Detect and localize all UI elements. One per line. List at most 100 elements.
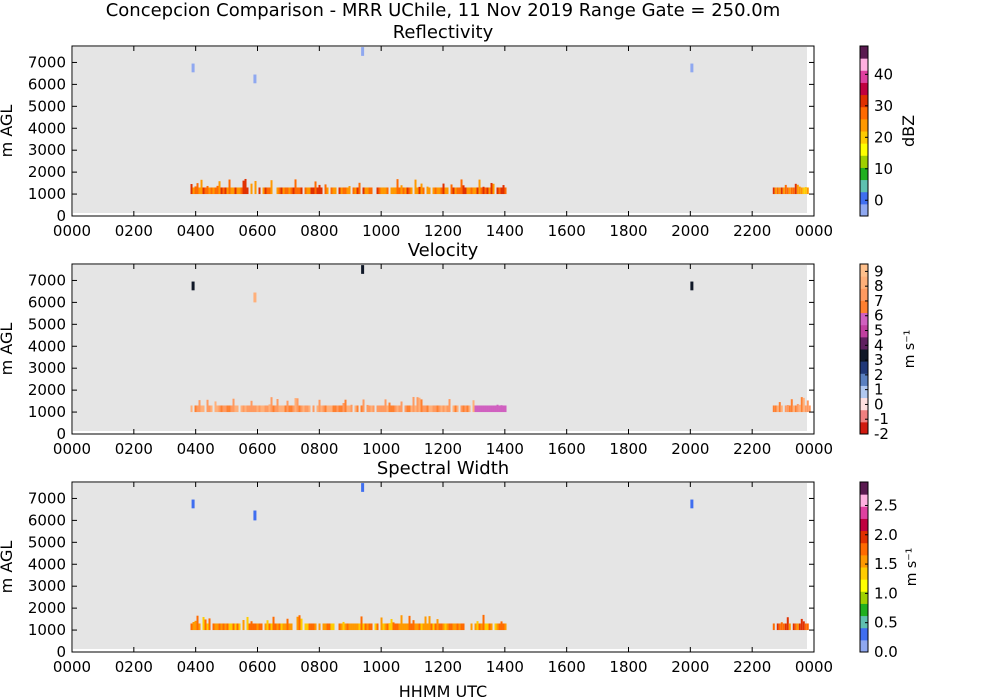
- y-tick-label: 5000: [28, 315, 66, 333]
- data-cell: [340, 623, 343, 631]
- data-cell: [402, 623, 405, 631]
- data-cell: [476, 405, 479, 413]
- data-cell: [232, 398, 235, 413]
- data-cell: [436, 405, 439, 413]
- data-cell: [276, 187, 279, 195]
- data-cell: [240, 187, 243, 195]
- data-cell: [472, 187, 475, 195]
- data-cell: [794, 183, 797, 195]
- y-tick-label: 6000: [28, 511, 66, 529]
- data-cell: [456, 187, 459, 195]
- data-cell: [304, 405, 307, 413]
- data-cell: [218, 181, 221, 195]
- data-cell: [342, 403, 345, 413]
- data-cell: [480, 405, 483, 413]
- data-cell: [296, 398, 299, 413]
- data-cell: [242, 620, 245, 631]
- data-cell: [260, 623, 263, 631]
- colorbar-tick-label: 40: [874, 65, 893, 83]
- data-cell: [462, 623, 465, 631]
- data-cell: [348, 405, 351, 413]
- x-tick-label: 1600: [548, 658, 586, 676]
- x-tick-label: 0400: [177, 658, 215, 676]
- data-cell: [210, 187, 213, 195]
- data-cell: [472, 400, 475, 413]
- data-cell: [253, 510, 257, 521]
- data-cell: [264, 187, 267, 195]
- colorbar-segment: [860, 373, 868, 386]
- data-cell: [426, 623, 429, 631]
- data-cell: [346, 187, 349, 195]
- colorbar-tick-label: -1: [874, 410, 889, 428]
- data-cell: [358, 623, 361, 631]
- data-cell: [222, 187, 225, 195]
- x-tick-label: 0400: [177, 222, 215, 240]
- y-tick-label: 6000: [28, 293, 66, 311]
- data-cell: [248, 623, 251, 631]
- data-cell: [368, 623, 371, 631]
- data-cell: [802, 397, 805, 413]
- data-cell: [450, 184, 453, 195]
- data-cell: [234, 187, 237, 195]
- data-cell: [252, 405, 255, 413]
- data-cell: [270, 180, 273, 195]
- data-cell: [492, 183, 495, 195]
- data-cell: [488, 623, 491, 631]
- data-cell: [198, 623, 201, 631]
- x-axis-label: HHMM UTC: [399, 682, 487, 700]
- data-cell: [190, 623, 193, 631]
- data-cell: [270, 623, 273, 631]
- data-cell: [336, 405, 339, 413]
- data-cell: [496, 623, 499, 631]
- colorbar-segment: [860, 336, 868, 350]
- data-cell: [786, 187, 789, 195]
- data-cell: [400, 185, 403, 195]
- data-cell: [328, 405, 331, 413]
- y-tick-label: 0: [56, 643, 66, 661]
- data-cell: [324, 184, 327, 195]
- colorbar-segment: [860, 300, 868, 314]
- precip-band: [772, 183, 809, 195]
- data-cell: [286, 618, 289, 631]
- colorbar-tick-label: 2.0: [874, 526, 898, 544]
- data-cell: [488, 405, 491, 413]
- x-tick-label: 0200: [115, 440, 153, 458]
- data-cell: [794, 623, 797, 631]
- data-cell: [280, 187, 283, 195]
- data-cell: [344, 399, 347, 413]
- data-cell: [352, 187, 355, 195]
- data-cell: [346, 405, 349, 413]
- data-cell: [776, 623, 779, 631]
- y-tick-label: 1000: [28, 403, 66, 421]
- data-cell: [194, 186, 197, 195]
- colorbar-label: dBZ: [899, 115, 918, 147]
- data-cell: [772, 623, 775, 631]
- x-tick-label: 0200: [115, 658, 153, 676]
- data-cell: [406, 187, 409, 195]
- colorbar-segment: [860, 567, 868, 580]
- data-cell: [806, 187, 809, 195]
- data-cell: [446, 623, 449, 631]
- data-cell: [374, 623, 377, 631]
- data-cell: [434, 405, 437, 413]
- colorbar-segment: [860, 506, 868, 519]
- data-cell: [320, 187, 323, 195]
- data-cell: [278, 405, 281, 413]
- data-cell: [396, 405, 399, 413]
- data-cell: [804, 623, 807, 631]
- x-tick-label: 0000: [53, 658, 91, 676]
- data-cell: [300, 618, 303, 631]
- data-cell: [196, 615, 199, 631]
- data-cell: [284, 187, 287, 195]
- data-cell: [356, 405, 359, 413]
- colorbar-segment: [860, 179, 868, 193]
- data-cell: [298, 615, 301, 631]
- data-cell: [404, 623, 407, 631]
- colorbar-segment: [860, 385, 868, 399]
- data-cell: [800, 187, 803, 195]
- data-cell: [380, 617, 383, 631]
- y-tick-label: 0: [56, 425, 66, 443]
- data-cell: [204, 187, 207, 195]
- x-tick-label: 1400: [486, 440, 524, 458]
